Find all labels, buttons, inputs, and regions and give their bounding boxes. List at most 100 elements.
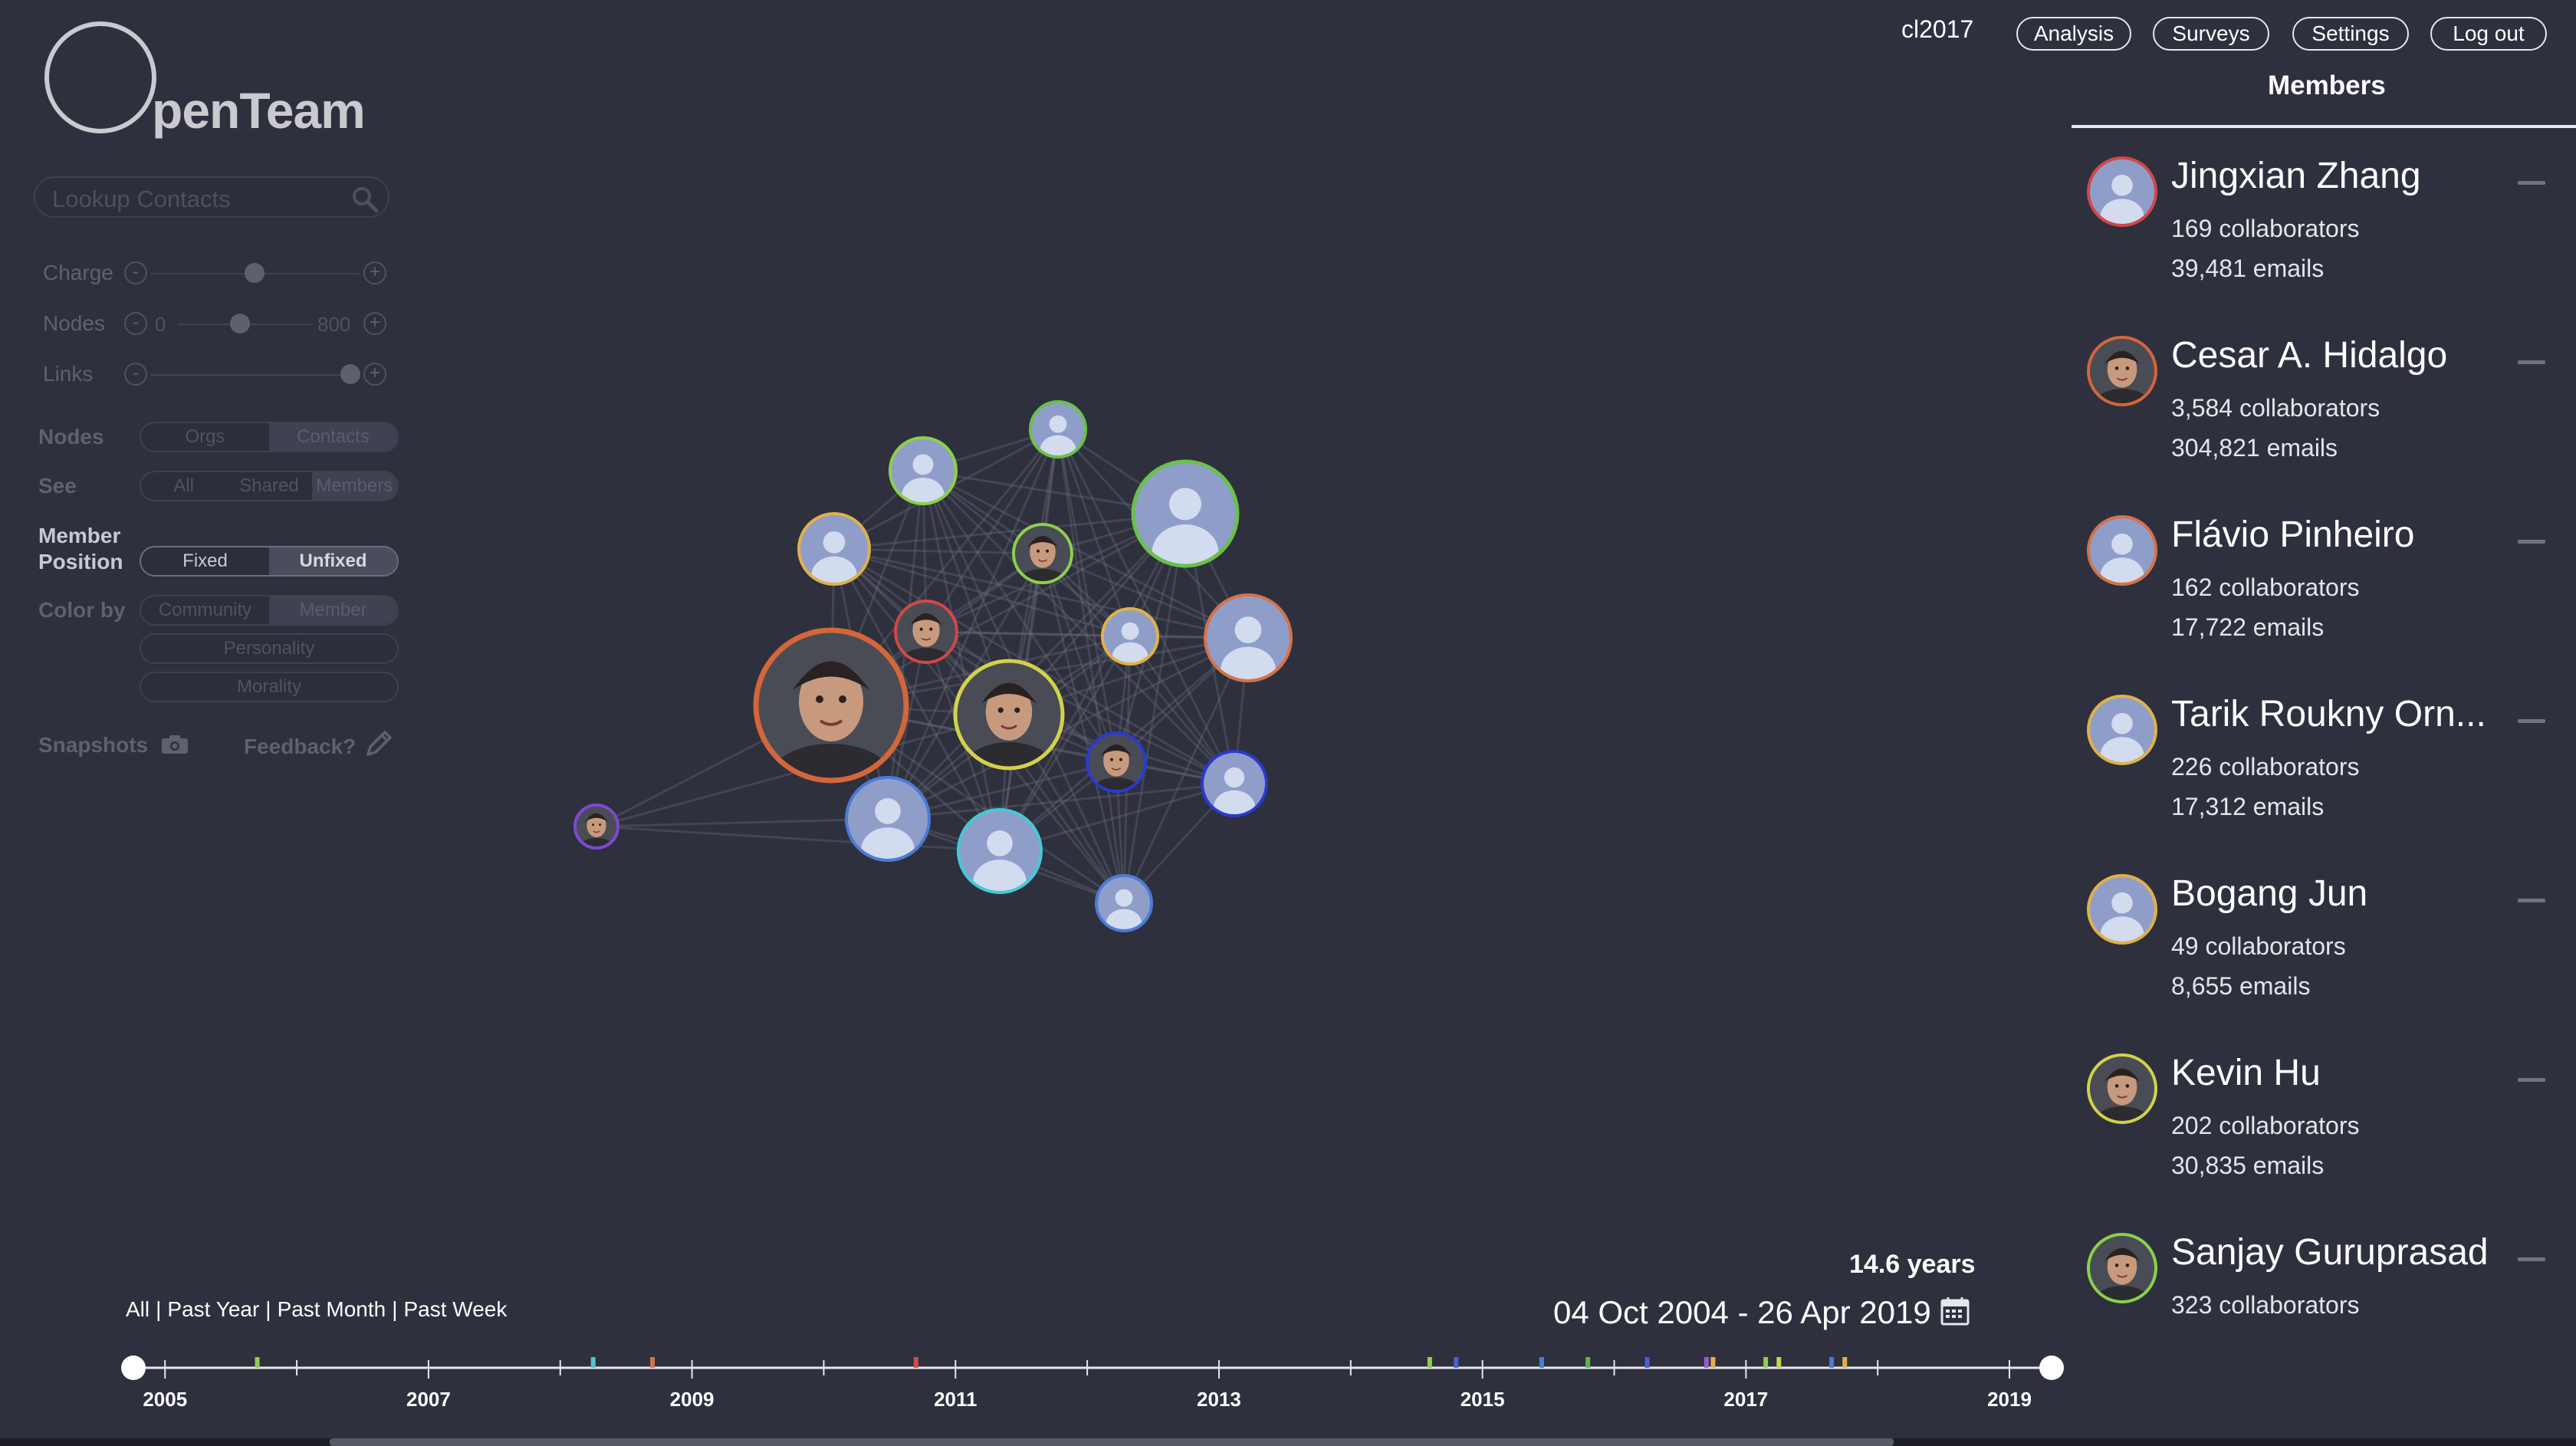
charge-increase-button[interactable]: + (363, 261, 386, 284)
openteam-logo[interactable]: penTeam (44, 21, 382, 144)
graph-edge (998, 513, 1187, 852)
graph-node[interactable] (953, 659, 1065, 792)
horizontal-scrollbar[interactable] (0, 1438, 2576, 1446)
graph-node[interactable] (1203, 593, 1293, 693)
graph-node[interactable] (1029, 400, 1087, 465)
member-avatar[interactable] (2085, 693, 2159, 767)
member-avatar[interactable] (2085, 334, 2159, 408)
see-option-all[interactable]: All (173, 475, 194, 496)
color-by-option-community[interactable]: Community (158, 600, 252, 620)
nodes-decrease-button[interactable]: - (124, 312, 147, 335)
links-slider-knob[interactable] (340, 364, 361, 384)
remove-member-button[interactable] (2518, 719, 2545, 723)
color-by-personality-button[interactable]: Personality (140, 633, 399, 664)
remove-member-button[interactable] (2518, 540, 2545, 544)
links-track[interactable] (150, 374, 359, 376)
lookup-contacts-search[interactable]: Lookup Contacts (34, 176, 389, 218)
member-card[interactable]: Cesar A. Hidalgo 3,584 collaborators 304,8… (2085, 333, 2576, 486)
range-separator: | (392, 1297, 398, 1321)
timeline-event-marker (1704, 1357, 1709, 1368)
timeline-start-handle[interactable] (121, 1356, 146, 1380)
logout-button[interactable]: Log out (2430, 17, 2547, 51)
graph-node[interactable] (1012, 523, 1073, 596)
member-name[interactable]: Tarik Roukny Orn... (2171, 694, 2486, 735)
graph-node[interactable] (1086, 731, 1147, 805)
remove-member-button[interactable] (2518, 181, 2545, 185)
range-separator: | (156, 1297, 162, 1321)
graph-edge (1122, 637, 1250, 904)
see-toggle: All Shared Members (140, 471, 399, 501)
color-by-option-member[interactable]: Member (269, 596, 397, 624)
see-option-shared[interactable]: Shared (239, 475, 299, 496)
surveys-button[interactable]: Surveys (2153, 17, 2269, 51)
color-by-option-personality[interactable]: Personality (223, 638, 315, 659)
remove-member-button[interactable] (2518, 1078, 2545, 1082)
analysis-button[interactable]: Analysis (2016, 17, 2131, 51)
scrollbar-thumb[interactable] (330, 1438, 1894, 1446)
links-increase-button[interactable]: + (363, 363, 386, 386)
graph-node[interactable] (1201, 750, 1268, 826)
graph-node[interactable] (1131, 459, 1240, 580)
range-past-month[interactable]: Past Month (277, 1297, 386, 1321)
snapshots-label[interactable]: Snapshots (38, 733, 149, 757)
member-card[interactable]: Tarik Roukny Orn... 226 collaborators 17,3… (2085, 692, 2576, 845)
member-card[interactable]: Kevin Hu 202 collaborators 30,835 emails (2085, 1050, 2576, 1204)
member-position-option-fixed[interactable]: Fixed (182, 550, 228, 571)
nodes-slider-knob[interactable] (229, 314, 250, 334)
timeline-slider[interactable]: 2005 2007 2009 2011 2013 2015 2017 2019 (107, 1349, 2078, 1418)
member-name[interactable]: Cesar A. Hidalgo (2171, 335, 2448, 376)
member-collaborators: 49 collaborators (2171, 932, 2346, 960)
camera-icon[interactable] (161, 735, 189, 754)
charge-slider-knob[interactable] (245, 263, 264, 283)
member-name[interactable]: Jingxian Zhang (2171, 156, 2421, 196)
member-avatar[interactable] (2085, 873, 2159, 946)
links-decrease-button[interactable]: - (124, 363, 147, 386)
member-position-option-unfixed[interactable]: Unfixed (269, 547, 397, 575)
calendar-icon[interactable] (1940, 1296, 1970, 1326)
member-name[interactable]: Flávio Pinheiro (2171, 514, 2415, 555)
color-by-option-morality[interactable]: Morality (236, 676, 301, 697)
charge-decrease-button[interactable]: - (124, 261, 147, 284)
settings-button[interactable]: Settings (2292, 17, 2409, 51)
graph-node[interactable] (753, 627, 909, 813)
network-graph[interactable] (0, 0, 2062, 1227)
member-name[interactable]: Kevin Hu (2171, 1053, 2321, 1093)
remove-member-button[interactable] (2518, 899, 2545, 902)
member-card[interactable]: Jingxian Zhang 169 collaborators 39,481 em… (2085, 153, 2576, 307)
nodes-option-orgs[interactable]: Orgs (185, 426, 225, 447)
remove-member-button[interactable] (2518, 360, 2545, 364)
graph-node[interactable] (957, 808, 1043, 904)
see-option-members[interactable]: Members (311, 472, 397, 500)
graph-node[interactable] (1101, 607, 1159, 672)
range-past-week[interactable]: Past Week (403, 1297, 508, 1321)
graph-node[interactable] (573, 804, 619, 859)
graph-node[interactable] (1095, 874, 1153, 939)
member-card[interactable]: Sanjay Guruprasad 323 collaborators (2085, 1230, 2576, 1383)
member-card[interactable]: Bogang Jun 49 collaborators 8,655 emails (2085, 871, 2576, 1024)
pencil-icon[interactable] (363, 728, 394, 759)
member-name[interactable]: Bogang Jun (2171, 873, 2368, 914)
graph-edge (1056, 429, 1132, 637)
feedback-link[interactable]: Feedback? (244, 735, 356, 758)
member-collaborators: 3,584 collaborators (2171, 394, 2380, 422)
search-placeholder[interactable]: Lookup Contacts (52, 186, 231, 212)
member-avatar[interactable] (2085, 514, 2159, 587)
graph-node[interactable] (889, 436, 958, 514)
search-icon[interactable] (351, 186, 379, 213)
member-card[interactable]: Flávio Pinheiro 162 collaborators 17,722 e… (2085, 512, 2576, 665)
graph-node[interactable] (845, 776, 931, 872)
member-avatar[interactable] (2085, 155, 2159, 228)
member-avatar[interactable] (2085, 1052, 2159, 1126)
range-all[interactable]: All (126, 1297, 150, 1321)
color-by-morality-button[interactable]: Morality (140, 672, 399, 702)
current-user: cl2017 (1901, 15, 1974, 43)
timeline-end-handle[interactable] (2039, 1356, 2064, 1380)
nodes-option-contacts[interactable]: Contacts (269, 423, 397, 451)
graph-node[interactable] (894, 600, 958, 677)
member-name[interactable]: Sanjay Guruprasad (2171, 1232, 2489, 1273)
nodes-increase-button[interactable]: + (363, 312, 386, 335)
remove-member-button[interactable] (2518, 1257, 2545, 1261)
member-avatar[interactable] (2085, 1231, 2159, 1305)
range-past-year[interactable]: Past Year (167, 1297, 260, 1321)
graph-node[interactable] (797, 512, 871, 595)
